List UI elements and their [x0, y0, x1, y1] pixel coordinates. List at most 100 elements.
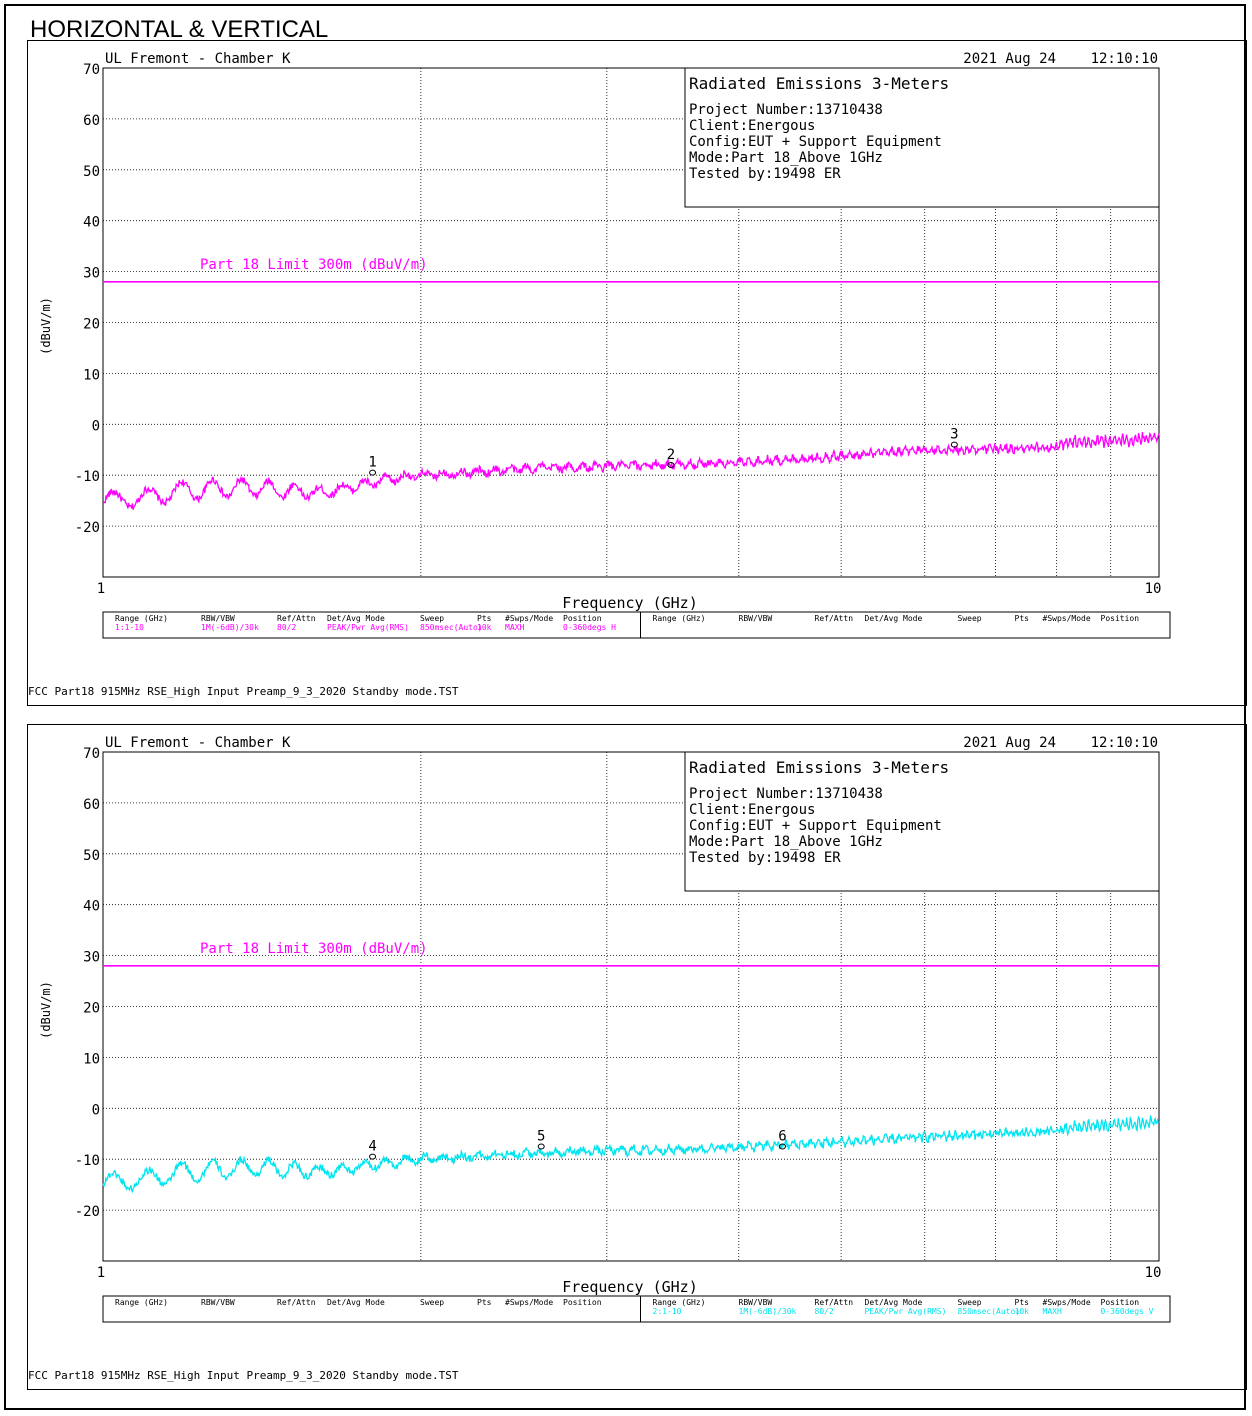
- settings-header: Det/Avg Mode: [327, 1298, 385, 1307]
- settings-header: #Swps/Mode: [505, 1298, 553, 1307]
- settings-header: Position: [563, 1298, 602, 1307]
- settings-header: #Swps/Mode: [1043, 614, 1091, 623]
- settings-header: Sweep: [958, 614, 982, 623]
- settings-header: Ref/Attn: [815, 1298, 854, 1307]
- limit-line-label: Part 18 Limit 300m (dBuV/m): [200, 941, 428, 957]
- info-client: Client:Energous: [689, 802, 815, 818]
- footer-filename: FCC Part18 915MHz RSE_High Input Preamp_…: [28, 1369, 459, 1382]
- series-trace: [103, 432, 1159, 510]
- info-config: Config:EUT + Support Equipment: [689, 134, 942, 150]
- y-tick-label: 60: [83, 113, 100, 129]
- y-tick-label: 30: [83, 950, 100, 966]
- settings-header: Sweep: [958, 1298, 982, 1307]
- settings-value: 1:1-10: [115, 623, 144, 632]
- settings-header: #Swps/Mode: [505, 614, 553, 623]
- settings-value: 1M(-6dB)/30k: [739, 1307, 797, 1316]
- y-tick-label: -20: [75, 1204, 100, 1220]
- y-tick-label: 70: [83, 62, 100, 78]
- vertical-chart: UL Fremont - Chamber K 2021 Aug 24 12:10:1…: [28, 725, 1246, 1389]
- x-tick-label: 1: [97, 1265, 105, 1281]
- settings-header: Position: [1101, 1298, 1140, 1307]
- y-tick-label: 20: [83, 317, 100, 333]
- date-label: 2021 Aug 24: [963, 735, 1056, 751]
- marker-label: 6: [778, 1128, 786, 1144]
- settings-header: Pts: [477, 614, 492, 623]
- info-config: Config:EUT + Support Equipment: [689, 818, 942, 834]
- marker-label: 2: [667, 447, 675, 463]
- settings-value: MAXH: [1043, 1307, 1062, 1316]
- y-tick-label: 50: [83, 848, 100, 864]
- marker-label: 5: [537, 1128, 545, 1144]
- settings-value: 1M(-6dB)/30k: [201, 623, 259, 632]
- settings-header: Pts: [1015, 1298, 1030, 1307]
- footer-filename: FCC Part18 915MHz RSE_High Input Preamp_…: [28, 685, 459, 698]
- y-tick-label: 10: [83, 367, 100, 383]
- info-tested-by: Tested by:19498 ER: [689, 850, 841, 866]
- settings-value: 850msec(Auto): [420, 623, 483, 632]
- info-mode: Mode:Part 18_Above 1GHz: [689, 150, 883, 166]
- settings-header: Ref/Attn: [277, 614, 316, 623]
- settings-header: Det/Avg Mode: [327, 614, 385, 623]
- x-axis-label: Frequency (GHz): [562, 594, 697, 612]
- settings-header: RBW/VBW: [739, 614, 773, 623]
- y-axis-label: (dBuV/m): [39, 297, 53, 355]
- settings-table: [103, 612, 1170, 638]
- info-title: Radiated Emissions 3-Meters: [689, 758, 949, 777]
- y-tick-label: -10: [75, 469, 100, 485]
- settings-value: 10k: [1015, 1307, 1030, 1316]
- y-tick-label: 60: [83, 797, 100, 813]
- settings-value: 0-360degs H: [563, 623, 616, 632]
- time-label: 12:10:10: [1091, 51, 1158, 67]
- x-tick-label: 10: [1145, 1265, 1162, 1281]
- vertical-chart-panel: UL Fremont - Chamber K 2021 Aug 24 12:10:1…: [27, 724, 1247, 1390]
- settings-header: Position: [1101, 614, 1140, 623]
- x-tick-label: 10: [1145, 581, 1162, 597]
- settings-header: #Swps/Mode: [1043, 1298, 1091, 1307]
- y-tick-label: 40: [83, 215, 100, 231]
- y-tick-label: 70: [83, 746, 100, 762]
- y-tick-label: 50: [83, 164, 100, 180]
- settings-value: 850msec(Auto): [958, 1307, 1021, 1316]
- settings-value: 0-360degs V: [1101, 1307, 1154, 1316]
- limit-line-label: Part 18 Limit 300m (dBuV/m): [200, 257, 428, 273]
- settings-header: Det/Avg Mode: [865, 614, 923, 623]
- y-tick-label: -10: [75, 1153, 100, 1169]
- settings-header: Pts: [1015, 614, 1030, 623]
- settings-header: Position: [563, 614, 602, 623]
- series-trace: [103, 1116, 1159, 1192]
- marker-label: 4: [368, 1139, 376, 1155]
- settings-value: MAXH: [505, 623, 524, 632]
- info-project: Project Number:13710438: [689, 102, 883, 118]
- settings-header: Det/Avg Mode: [865, 1298, 923, 1307]
- settings-value: PEAK/Pwr Avg(RMS): [327, 623, 409, 632]
- settings-value: PEAK/Pwr Avg(RMS): [865, 1307, 947, 1316]
- settings-value: 80/2: [277, 623, 296, 632]
- settings-header: RBW/VBW: [739, 1298, 773, 1307]
- marker-point: [370, 1154, 376, 1159]
- y-axis-label: (dBuV/m): [39, 981, 53, 1039]
- info-tested-by: Tested by:19498 ER: [689, 166, 841, 182]
- settings-header: Range (GHz): [653, 614, 706, 623]
- date-label: 2021 Aug 24: [963, 51, 1056, 67]
- marker-label: 1: [368, 455, 376, 471]
- time-label: 12:10:10: [1091, 735, 1158, 751]
- settings-header: Range (GHz): [653, 1298, 706, 1307]
- y-tick-label: 10: [83, 1051, 100, 1067]
- settings-value: 2:1-10: [653, 1307, 682, 1316]
- y-tick-label: 20: [83, 1001, 100, 1017]
- y-tick-label: 30: [83, 266, 100, 282]
- marker-point: [538, 1144, 544, 1149]
- y-tick-label: 0: [92, 1102, 100, 1118]
- settings-header: Ref/Attn: [815, 614, 854, 623]
- info-project: Project Number:13710438: [689, 786, 883, 802]
- settings-header: RBW/VBW: [201, 1298, 235, 1307]
- x-tick-label: 1: [97, 581, 105, 597]
- settings-value: 80/2: [815, 1307, 834, 1316]
- site-label: UL Fremont - Chamber K: [105, 51, 291, 67]
- settings-header: Sweep: [420, 1298, 444, 1307]
- settings-header: Ref/Attn: [277, 1298, 316, 1307]
- settings-header: Range (GHz): [115, 614, 168, 623]
- site-label: UL Fremont - Chamber K: [105, 735, 291, 751]
- settings-header: Sweep: [420, 614, 444, 623]
- marker-point: [370, 470, 376, 475]
